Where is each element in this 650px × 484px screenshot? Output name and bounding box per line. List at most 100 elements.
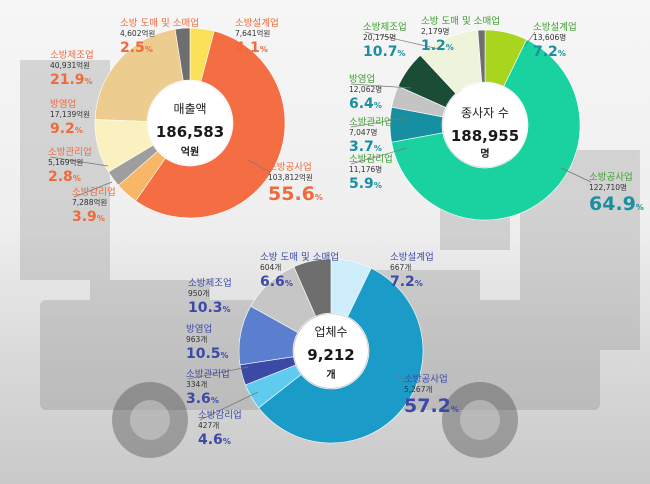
leader-line: [397, 373, 407, 385]
slice-percent-label: 10.7%: [363, 44, 406, 60]
donut-center: [443, 83, 527, 167]
slice-name-label: 소방감리업: [72, 186, 116, 198]
center-unit: 개: [326, 368, 335, 381]
slice-percent-label: 3.9%: [72, 209, 105, 225]
center-title: 업체수: [314, 325, 347, 339]
percent-unit: %: [260, 45, 268, 54]
slice-name-label: 방염업: [50, 98, 76, 110]
slice-percent-label: 10.5%: [186, 346, 229, 362]
slice-value-label: 40,931억원: [50, 61, 90, 70]
slice-value-label: 667개: [390, 262, 411, 272]
slice-name-label: 소방설계업: [533, 21, 577, 33]
slice-name-label: 소방관리업: [48, 146, 92, 158]
slice-percent-label: 9.2%: [50, 121, 83, 137]
leader-line: [524, 31, 536, 47]
slice-percent-label: 64.9%: [589, 193, 644, 215]
donut-slice: [174, 27, 191, 81]
percent-unit: %: [558, 49, 566, 58]
leader-line: [199, 391, 259, 421]
percent-unit: %: [374, 181, 382, 190]
slice-value-label: 12,062명: [349, 84, 382, 94]
slice-name-label: 소방감리업: [349, 153, 393, 165]
percent-unit: %: [221, 351, 229, 360]
center-title: 종사자 수: [461, 106, 509, 120]
leader-line: [187, 366, 249, 380]
percent-unit: %: [145, 45, 153, 54]
percent-unit: %: [451, 405, 459, 414]
slice-value-label: 122,710명: [589, 182, 627, 192]
slice-percent-label: 7.2%: [390, 274, 423, 290]
slice-name-label: 소방공사업: [268, 161, 312, 173]
center-unit: 명: [480, 147, 489, 160]
slice-percent-label: 1.2%: [421, 38, 454, 54]
donut-slice: [135, 30, 286, 219]
leader-line: [364, 31, 444, 51]
leader-line: [560, 167, 592, 183]
center-total: 9,212: [307, 346, 354, 364]
slice-value-label: 5,267개: [404, 384, 432, 394]
center-total: 188,955: [451, 127, 519, 145]
slice-percent-label: 10.3%: [188, 300, 231, 316]
donut-slice: [258, 267, 424, 444]
slice-name-label: 소방공사업: [404, 373, 448, 385]
slice-name-label: 소방공사업: [589, 171, 633, 183]
percent-unit: %: [73, 174, 81, 183]
slice-percent-label: 57.2%: [404, 395, 459, 417]
percent-unit: %: [636, 203, 644, 212]
slice-value-label: 7,641억원: [235, 29, 270, 38]
slice-name-label: 소방 도매 및 소매업: [260, 251, 339, 263]
donut-center: [294, 314, 368, 388]
slice-name-label: 소방관리업: [349, 116, 393, 128]
slice-value-label: 13,606명: [533, 32, 566, 42]
slice-value-label: 7,047명: [349, 127, 377, 137]
donut-slice: [477, 29, 486, 83]
slice-value-label: 427개: [198, 420, 219, 430]
percent-unit: %: [211, 396, 219, 405]
slice-name-label: 소방 도매 및 소매업: [120, 17, 199, 29]
leader-line: [49, 156, 109, 167]
slice-value-label: 334개: [186, 379, 207, 389]
percent-unit: %: [415, 279, 423, 288]
donut-slice: [94, 28, 184, 122]
leader-line: [350, 117, 406, 128]
leader-line: [350, 147, 408, 165]
slice-percent-label: 21.9%: [50, 72, 93, 88]
center-unit: 억원: [181, 145, 199, 158]
percent-unit: %: [223, 305, 231, 314]
slice-percent-label: 4.1%: [235, 40, 268, 56]
slice-name-label: 소방제조업: [50, 49, 94, 61]
slice-percent-label: 55.6%: [268, 183, 323, 205]
donut-slice: [391, 39, 581, 221]
slice-percent-label: 2.8%: [48, 169, 81, 185]
slice-name-label: 방염업: [349, 73, 375, 85]
slice-percent-label: 6.6%: [260, 274, 293, 290]
percent-unit: %: [398, 49, 406, 58]
leader-line: [73, 181, 113, 198]
slice-name-label: 방염업: [186, 323, 212, 335]
slice-name-label: 소방관리업: [186, 368, 230, 380]
percent-unit: %: [374, 101, 382, 110]
slice-value-label: 11,176명: [349, 164, 382, 174]
percent-unit: %: [97, 214, 105, 223]
percent-unit: %: [75, 126, 83, 135]
slice-name-label: 소방제조업: [363, 21, 407, 33]
slice-value-label: 2,179명: [421, 26, 449, 36]
leader-line: [350, 83, 412, 89]
center-title: 매출액: [173, 102, 206, 116]
slice-percent-label: 5.9%: [349, 176, 382, 192]
slice-name-label: 소방 도매 및 소매업: [421, 15, 500, 27]
slice-percent-label: 6.4%: [349, 96, 382, 112]
percent-unit: %: [315, 193, 323, 202]
slice-value-label: 103,812억원: [268, 173, 313, 182]
slice-value-label: 20,175명: [363, 32, 396, 42]
slice-percent-label: 3.7%: [349, 139, 382, 155]
donut-slice: [293, 258, 332, 317]
leader-line: [247, 159, 271, 173]
percent-unit: %: [223, 437, 231, 446]
slice-percent-label: 3.6%: [186, 391, 219, 407]
center-total: 186,583: [156, 123, 224, 141]
slice-percent-label: 7.2%: [533, 44, 566, 60]
